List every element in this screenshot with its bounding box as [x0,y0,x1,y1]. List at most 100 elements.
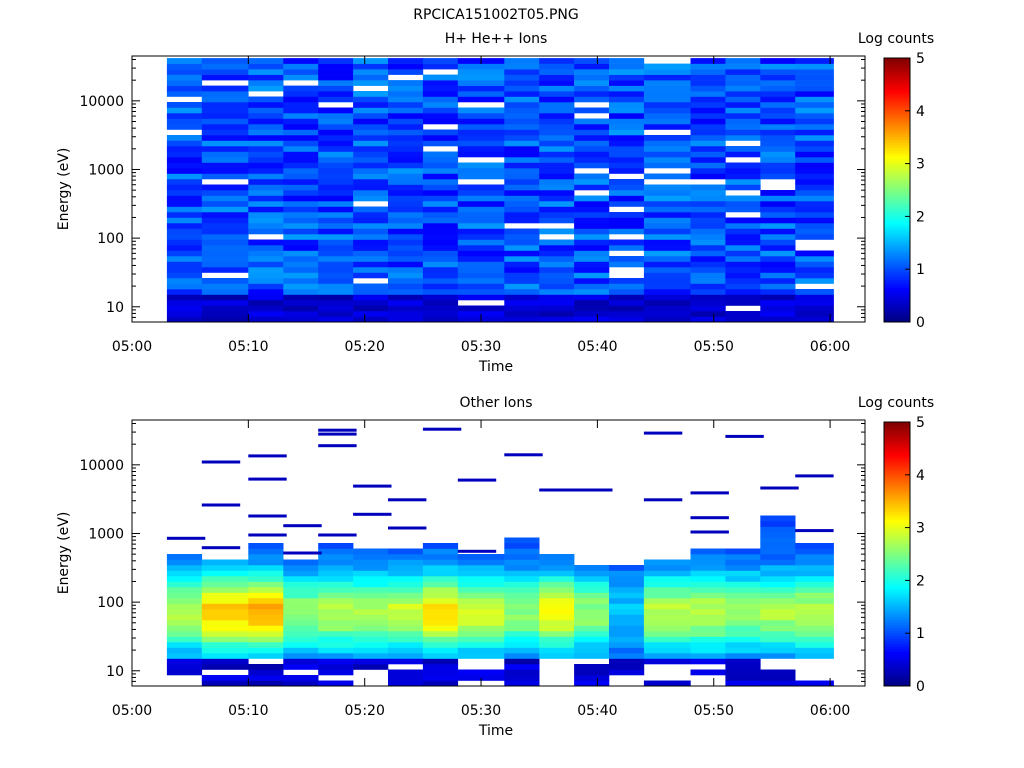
heatmap-cell [166,272,203,279]
heatmap-cell [643,609,691,615]
heatmap-cell [388,102,424,108]
heatmap-cell [643,173,691,180]
x-tick-label: 05:00 [112,339,152,355]
colorbar-segment [884,108,910,112]
colorbar-segment [884,314,910,318]
heatmap-cell [760,201,796,207]
track-segment [457,549,497,553]
heatmap-cell [760,69,796,75]
heatmap-cell [760,283,796,290]
heatmap-cell [539,300,575,306]
heatmap-cell [504,543,540,549]
panel-title: Other Ions [459,395,532,411]
colorbar-segment [884,97,910,101]
heatmap-cell [318,658,354,665]
heatmap-cell [760,570,796,577]
heatmap-cell [318,609,354,615]
heatmap-cell [283,658,319,665]
track-segment [318,428,357,432]
heatmap-cell [318,664,354,670]
heatmap-cell [690,300,726,306]
heatmap-cell [248,587,284,593]
heatmap-cell [318,245,354,251]
track-segment [760,486,799,490]
colorbar-segment [884,200,910,204]
heatmap-cell [795,151,834,158]
heatmap-cell [353,129,389,136]
heatmap-cell [388,157,424,163]
heatmap-cell [318,223,354,229]
heatmap-cell [504,239,540,246]
heatmap-cell [422,305,459,312]
heatmap-cell [643,69,691,75]
heatmap-cell [643,223,691,229]
heatmap-cell [166,102,203,108]
heatmap-cell [539,212,575,218]
colorbar-segment [884,464,910,468]
heatmap-cell [422,173,459,180]
heatmap-cell [353,58,389,64]
heatmap-cell [609,647,645,654]
heatmap-cell [609,283,645,290]
colorbar-segment [884,683,910,687]
heatmap-cell [725,592,761,599]
heatmap-cell [422,179,459,185]
heatmap-cell [166,609,203,615]
heatmap-cell [248,157,284,163]
heatmap-cell [609,74,645,81]
heatmap-cell [725,58,761,64]
heatmap-cell [388,565,424,571]
heatmap-cell [539,85,575,92]
heatmap-cell [166,239,203,246]
heatmap-cell [795,58,834,64]
heatmap-cell [201,118,249,125]
heatmap-cell [643,300,691,306]
heatmap-cell [539,587,575,593]
colorbar-segment [884,232,910,236]
heatmap-cell [609,201,645,207]
heatmap-cell [318,565,354,571]
heatmap-cell [283,228,319,235]
heatmap-cell [725,91,761,97]
heatmap-cell [318,592,354,599]
colorbar-segment [884,306,910,310]
heatmap-cell [725,642,761,648]
colorbar-label: Log counts [858,31,934,47]
heatmap-cell [166,223,203,229]
heatmap-cell [388,294,424,301]
heatmap-cell [166,250,203,257]
colorbar-segment [884,261,910,265]
heatmap-cell [609,576,645,582]
heatmap-cell [283,179,319,185]
heatmap-cell [166,592,203,599]
heatmap-cell [422,135,459,141]
heatmap-cell [725,228,761,235]
colorbar-segment [884,656,910,660]
heatmap-cell [643,680,691,687]
heatmap-cell [353,212,389,218]
heatmap-cell [457,311,505,317]
colorbar-segment [884,303,910,307]
colorbar-segment [884,126,910,130]
colorbar-segment [884,256,910,260]
heatmap-cell [574,201,610,207]
heatmap-cell [201,190,249,196]
heatmap-cell [457,587,505,593]
heatmap-cell [609,102,645,108]
colorbar-segment [884,490,910,494]
heatmap-cell [795,96,834,103]
heatmap-cell [760,157,796,163]
heatmap-cell [504,212,540,218]
heatmap-cell [795,278,834,284]
colorbar-segment [884,242,910,246]
heatmap-cell [422,250,459,257]
colorbar-segment [884,588,910,592]
heatmap-cell [574,85,610,92]
heatmap-cell [388,140,424,147]
colorbar-segment [884,556,910,560]
track-segment [353,512,392,516]
heatmap-cell [609,300,645,306]
heatmap-cell [457,212,505,218]
heatmap-cell [760,146,796,152]
heatmap-cell [690,631,726,637]
